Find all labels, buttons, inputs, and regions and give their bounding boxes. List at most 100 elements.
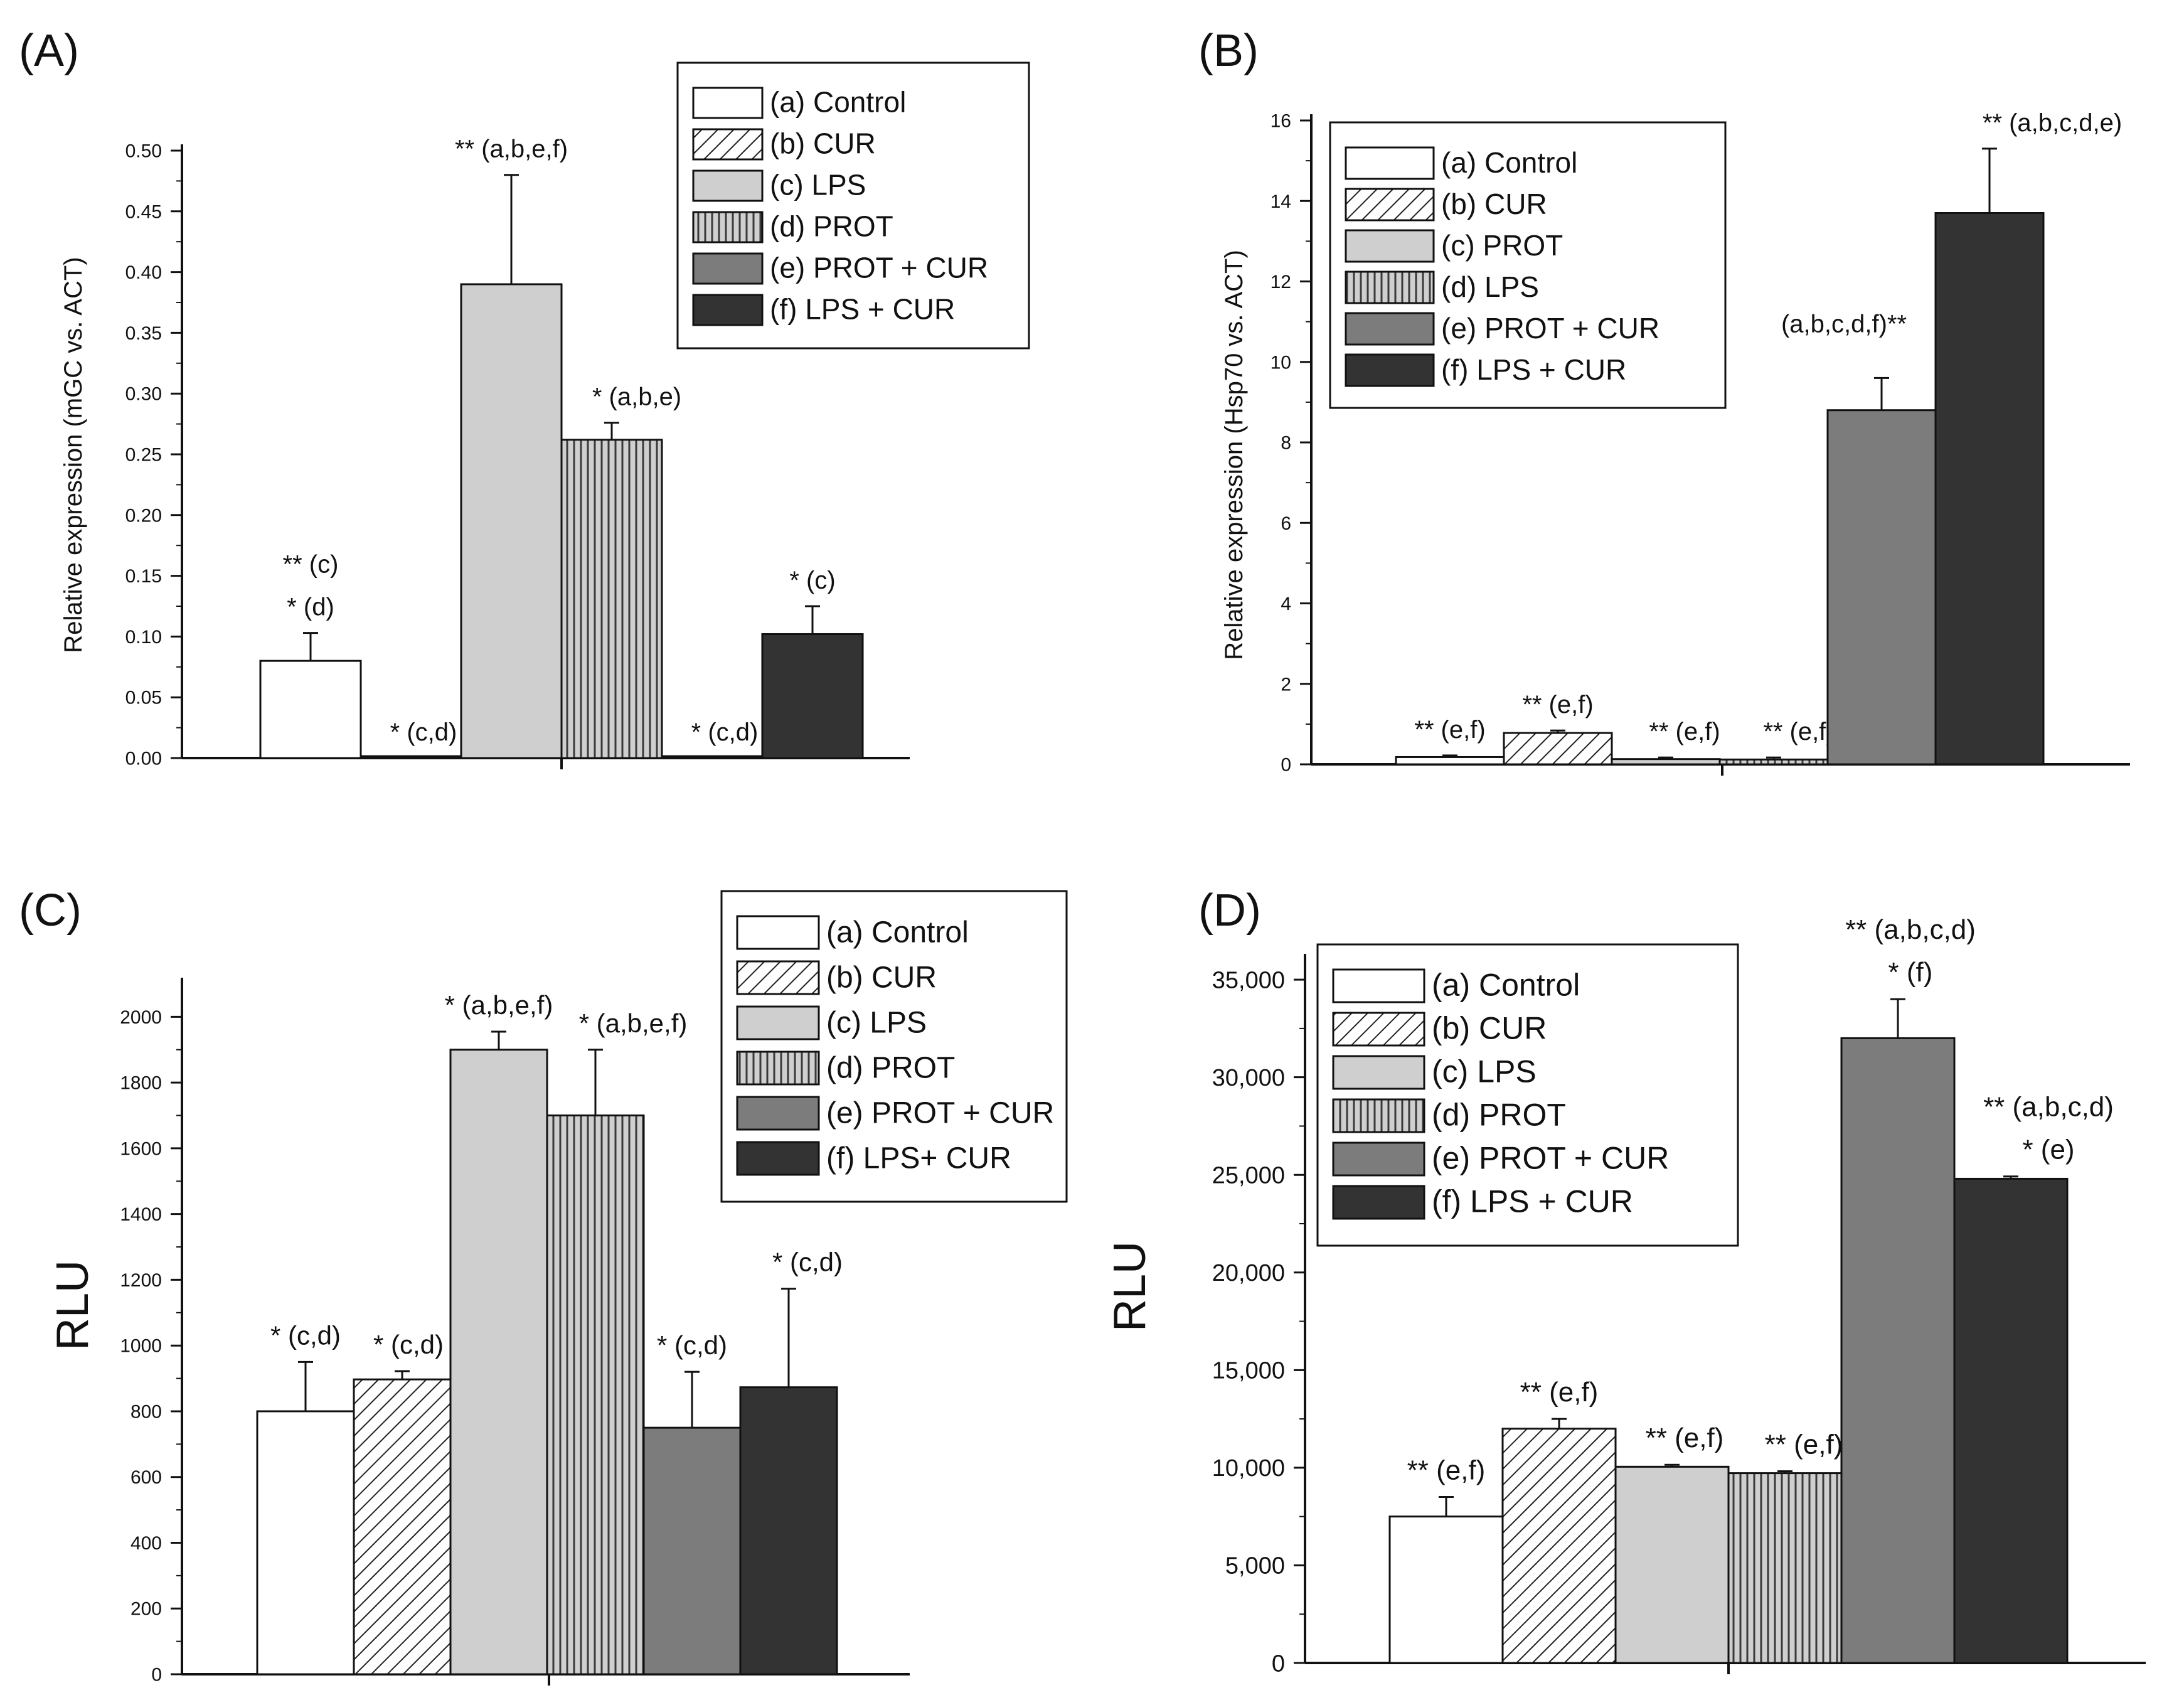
legend-swatch-d (692, 211, 764, 243)
significance-annotation: * (c,d) (772, 1248, 843, 1277)
legend-entry-d: (d) PROT (770, 210, 893, 242)
y-tick-label: 1000 (120, 1336, 162, 1357)
bar-b (1501, 1428, 1617, 1664)
legend-entry-b: (b) CUR (826, 961, 937, 995)
bar-f (761, 633, 864, 759)
legend-entry-b: (b) CUR (1432, 1011, 1547, 1046)
significance-annotation: ** (e,f) (1763, 718, 1834, 746)
legend: (a) Control (b) CUR (c) LPS (d) PROT (e) PRO… (720, 890, 1068, 1203)
significance-annotation: ** (e,f) (1414, 716, 1485, 744)
legend-entry-d: (d) LPS (1441, 270, 1539, 303)
legend-swatch-b (692, 128, 764, 161)
legend-entry-c: (c) LPS (770, 168, 866, 201)
significance-annotation: ** (e,f) (1646, 1423, 1724, 1453)
panel-a: (A) 0.00 0.05 0.10 0.15 0.20 0.25 0.30 0.35 0.40 0… (19, 26, 1030, 769)
legend-entry-a: (a) Control (770, 85, 906, 118)
legend-swatch-b (1332, 1012, 1425, 1047)
legend-swatch-c (692, 169, 764, 202)
bar-e (1826, 409, 1937, 766)
bar-a (1388, 1515, 1504, 1664)
y-tick-label: 1800 (120, 1073, 162, 1094)
significance-annotation: ** (c) (283, 551, 339, 579)
bar-d (1718, 758, 1829, 766)
bar-e (642, 1426, 742, 1676)
y-axis-label: RLU (48, 1260, 98, 1350)
legend-entry-e: (e) PROT + CUR (770, 251, 988, 284)
significance-annotation: * (e) (2022, 1135, 2074, 1165)
legend-swatch-f (1345, 353, 1435, 387)
legend-swatch-e (736, 1096, 820, 1131)
y-tick-label: 0.40 (125, 262, 162, 283)
significance-annotation: * (a,b,e) (592, 383, 681, 411)
legend-entry-c: (c) PROT (1441, 229, 1563, 262)
legend-swatch-c (1332, 1055, 1425, 1090)
legend-entry-e: (e) PROT + CUR (826, 1097, 1054, 1130)
y-tick-label: 10,000 (1212, 1455, 1285, 1482)
legend-swatch-e (1332, 1141, 1425, 1177)
y-tick-label: 400 (131, 1533, 162, 1554)
legend: (a) Control (b) CUR (c) LPS (d) PROT (e) PRO… (676, 61, 1030, 350)
bar-e (661, 755, 764, 759)
legend-swatch-b (1345, 188, 1435, 222)
significance-annotation: ** (e,f) (1520, 1377, 1599, 1408)
y-tick-label: 10 (1270, 352, 1291, 373)
y-axis-label: RLU (1105, 1241, 1155, 1332)
y-tick-label: 35,000 (1212, 967, 1285, 993)
y-tick-label: 0.00 (125, 749, 162, 769)
significance-annotation: * (c,d) (390, 719, 457, 746)
bar-e (1840, 1037, 1956, 1664)
bar-f (739, 1386, 838, 1676)
legend-swatch-d (1332, 1098, 1425, 1133)
significance-annotation: ** (a,b,c,d) (1845, 914, 1976, 945)
y-tick-label: 5,000 (1225, 1553, 1285, 1579)
y-tick-label: 0 (151, 1665, 162, 1686)
significance-annotation: ** (a,b,c,d,e) (1983, 109, 2122, 137)
bar-b (360, 755, 462, 759)
bar-a (256, 1410, 355, 1676)
bar-a (259, 660, 362, 759)
y-axis-label: Relative expression (mGC vs. ACT) (60, 257, 87, 653)
legend-swatch-a (736, 915, 820, 950)
bar-b (353, 1378, 452, 1676)
panel-b: (B) 0 2 4 6 8 10 12 14 16 Relative expression (Hsp… (1198, 26, 2130, 776)
significance-annotation: * (c,d) (373, 1330, 444, 1359)
y-tick-label: 0.50 (125, 141, 162, 162)
legend-entry-f: (f) LPS + CUR (770, 292, 955, 325)
bar-c (449, 1049, 548, 1676)
legend-swatch-a (1345, 146, 1435, 180)
y-tick-label: 2 (1281, 674, 1291, 695)
y-tick-label: 0.05 (125, 688, 162, 708)
y-tick-label: 0.35 (125, 323, 162, 344)
legend-swatch-a (692, 87, 764, 119)
significance-annotation: (a,b,c,d,f)** (1781, 310, 1907, 338)
bar-c (460, 283, 563, 759)
bar-a (1395, 756, 1505, 766)
panel-label: (C) (19, 885, 82, 936)
significance-annotation: ** (e,f) (1765, 1429, 1843, 1460)
legend-swatch-a (1332, 968, 1425, 1003)
legend-entry-c: (c) LPS (826, 1007, 927, 1040)
y-tick-label: 8 (1281, 433, 1291, 454)
significance-annotation: * (d) (287, 594, 334, 621)
bar-d (560, 439, 663, 759)
y-axis-label: Relative expression (Hsp70 vs. ACT) (1220, 250, 1248, 660)
legend-swatch-f (736, 1141, 820, 1176)
y-tick-label: 14 (1270, 191, 1291, 212)
legend: (a) Control (b) CUR (c) PROT (d) LPS (e) PRO… (1329, 121, 1727, 409)
y-tick-label: 20,000 (1212, 1260, 1285, 1286)
significance-annotation: ** (e,f) (1649, 718, 1720, 746)
legend-entry-d: (d) PROT (826, 1052, 955, 1085)
bar-f (1934, 211, 2045, 766)
significance-annotation: * (a,b,e,f) (579, 1008, 688, 1038)
significance-annotation: * (a,b,e,f) (445, 990, 553, 1020)
legend-swatch-d (736, 1050, 820, 1086)
y-tick-label: 15,000 (1212, 1358, 1285, 1384)
panel-label: (A) (19, 26, 79, 76)
legend-swatch-e (1345, 312, 1435, 346)
y-tick-label: 6 (1281, 513, 1291, 534)
legend-entry-a: (a) Control (1432, 968, 1580, 1003)
y-tick-label: 2000 (120, 1007, 162, 1028)
legend-swatch-b (736, 960, 820, 995)
significance-annotation: * (f) (1888, 957, 1933, 988)
